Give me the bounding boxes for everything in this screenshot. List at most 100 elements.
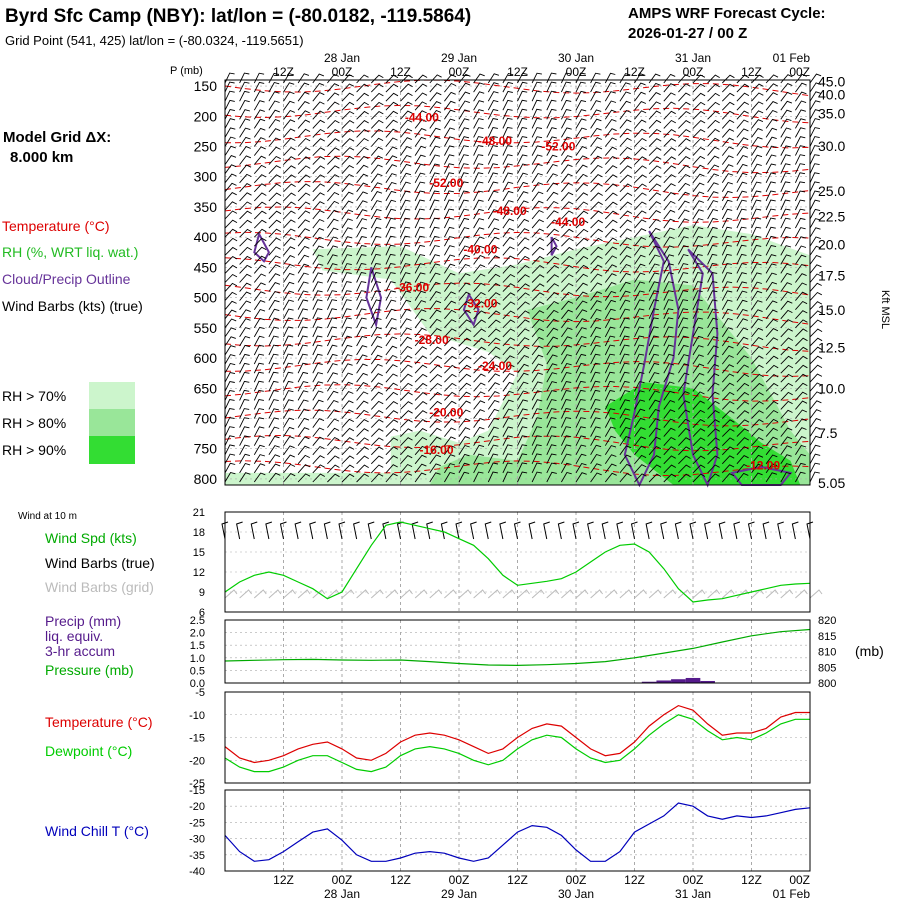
wind-barb [458,154,469,165]
precip-ytick: 1.0 [190,653,205,665]
wind-barb [677,281,689,292]
wind-barb [414,119,427,129]
wind-barb [239,109,251,120]
wind-barb [604,371,615,383]
wind-barb [312,165,326,175]
wind-barb [707,128,720,138]
legend-3hr-accum: 3-hr accum [45,643,115,659]
wind-barb-grid [575,589,589,599]
wind-barb [312,92,325,102]
wind-barb [327,83,340,93]
wind-barb [385,382,398,392]
wind-barb [707,110,720,120]
wind-barb [590,463,602,474]
wind-barb-true [236,521,243,540]
wind-barb [780,263,792,274]
wind-barb [809,236,821,247]
wind-barb [253,127,266,138]
wind-barb [517,462,528,474]
wind-barb [458,236,470,247]
wind-barb [736,345,749,356]
wind-barb [312,317,323,328]
wind-barb [312,362,323,374]
wind-barb [795,118,806,129]
wind-barb [663,192,676,202]
wind-barb [239,435,250,446]
wind-barb [283,426,295,437]
wind-barb [268,228,282,238]
isotherm-label: -44.00 [405,110,439,124]
model-grid-label: Model Grid ΔX: [3,129,111,146]
wind-barb [487,209,499,220]
wind-barb [458,409,471,419]
wind-barb [751,401,764,410]
wind-barb [634,91,646,102]
wind-barb [795,400,808,410]
wind-barb [326,281,338,292]
wind-barb [736,472,749,483]
wind-barb [400,208,411,220]
wind-barb [765,109,778,120]
wind-barb [473,319,486,329]
wind-barb [707,437,720,447]
wind-barb [531,99,542,111]
wind-barb [765,454,778,465]
wind-barb [268,417,280,428]
wind-barb [736,101,750,111]
wind-barb [663,436,676,446]
wind-barb [546,237,560,247]
wind-barb [707,226,718,238]
date-label-bottom: 31 Jan [675,887,711,900]
wind-barb [663,272,674,283]
wind-barb-grid [224,589,238,599]
wind-barb [751,309,763,320]
wind-barb [473,236,485,247]
wind-barb [546,408,557,419]
wind-barb [429,226,440,238]
wind-barb [765,328,779,338]
wind-barb [268,219,282,229]
wind-barb [283,192,296,202]
wind-barb [444,236,455,247]
wind-barb [736,455,749,465]
wind-barb [414,272,426,283]
pressure-axis-title: P (mb) [170,65,203,77]
wind-barb [619,156,633,165]
wind-barb [531,90,542,102]
wind-barb [297,417,310,428]
wind-barb [663,263,674,274]
pressure-tick: 500 [194,290,218,306]
wind-barb [751,428,764,437]
wind-barb [604,91,616,102]
wind-barb [561,155,573,165]
wind-barb [707,208,719,220]
wind-barb [736,199,747,211]
wind-barb [502,172,513,184]
wind-barb [429,355,443,365]
wind-barb-grid [590,589,604,599]
wind-barb [385,190,397,202]
wind-barb [517,99,528,111]
wind-barb [780,427,793,437]
wind-barb [721,317,733,329]
pressure-tick: 700 [194,411,218,427]
wind-barb [312,445,325,456]
wind-barb [356,92,369,102]
wind-barb [239,237,252,247]
legend-precip: Precip (mm) [45,613,121,629]
temp-ytick: -10 [189,710,205,722]
wind-barb [736,318,748,329]
wind-barb [385,119,398,129]
wind-barb [429,337,442,347]
wind-barb [634,308,645,319]
wind-barb [297,174,311,184]
wind-barb [385,235,396,247]
wind-barb [283,417,295,428]
wind-barb [648,147,662,156]
wind-barb [809,319,823,329]
wind-barb [619,146,633,156]
wind-barb [312,464,325,474]
wind-barb [648,210,661,220]
wind-barb [780,291,793,301]
legend-temp-series: Temperature (°C) [45,714,153,730]
